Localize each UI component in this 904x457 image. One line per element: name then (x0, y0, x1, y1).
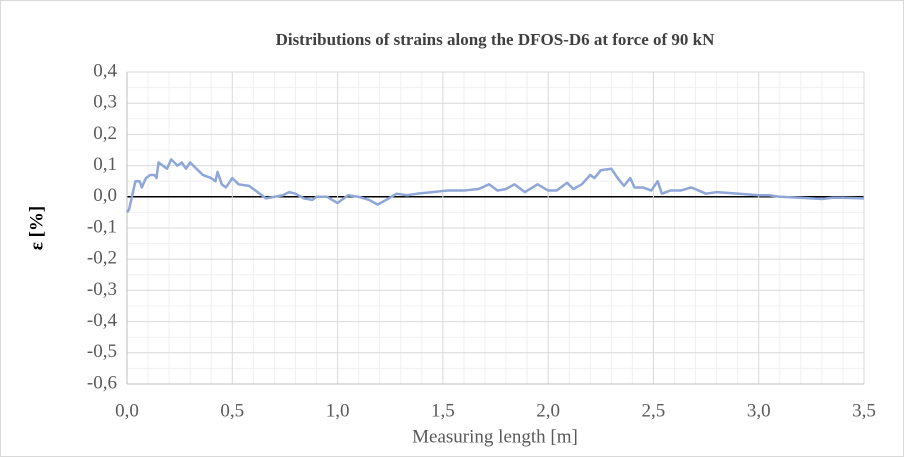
y-tick-label: 0,2 (93, 123, 117, 144)
x-tick-label: 3,5 (852, 400, 876, 421)
y-axis-label: ε [%] (26, 206, 47, 251)
y-tick-label: -0,4 (87, 310, 118, 331)
y-tick-label: -0,1 (87, 216, 117, 237)
x-tick-label: 3,0 (747, 400, 771, 421)
x-tick-label: 2,0 (536, 400, 560, 421)
y-tick-label: 0,3 (93, 92, 117, 113)
x-tick-label: 2,5 (642, 400, 666, 421)
x-axis-label: Measuring length [m] (412, 426, 578, 447)
y-tick-label: 0,0 (93, 185, 117, 206)
x-tick-label: 1,5 (431, 400, 455, 421)
x-tick-label: 0,0 (115, 400, 139, 421)
y-tick-label: 0,1 (93, 154, 117, 175)
y-tick-label: -0,6 (87, 372, 117, 393)
y-tick-label: -0,5 (87, 341, 117, 362)
y-tick-label: 0,4 (93, 60, 117, 81)
chart-title: Distributions of strains along the DFOS-… (276, 30, 716, 49)
y-tick-label: -0,2 (87, 248, 117, 269)
data-line (125, 158, 865, 214)
x-tick-label: 1,0 (326, 400, 350, 421)
y-tick-label: -0,3 (87, 279, 117, 300)
x-tick-label: 0,5 (220, 400, 244, 421)
